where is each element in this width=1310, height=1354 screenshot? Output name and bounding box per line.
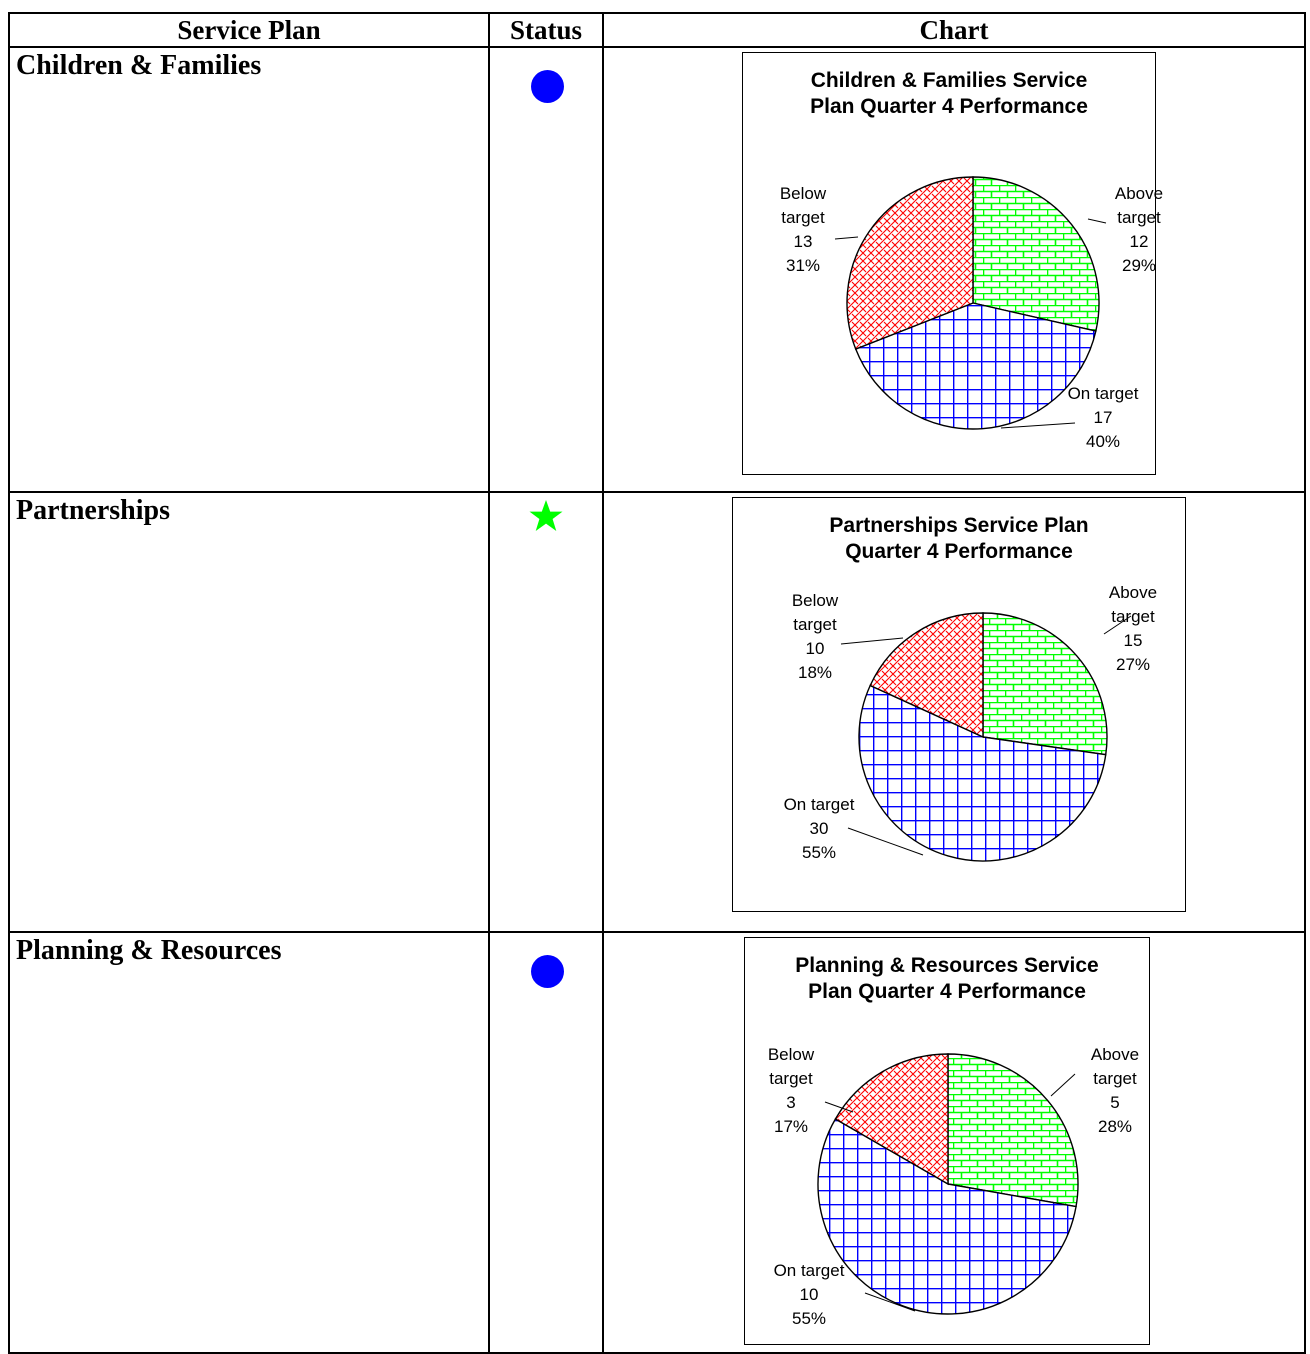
- status-cell: [488, 931, 604, 1354]
- pie-slice: [834, 1053, 949, 1186]
- chart-title: Children & Families Service Plan Quarter …: [810, 69, 1088, 118]
- pie-slice: [947, 1053, 1079, 1208]
- plan-name: Planning & Resources: [16, 935, 282, 966]
- pie-chart-partnerships: Partnerships Service Plan Quarter 4 Perfo…: [732, 497, 1186, 912]
- slice-label: On target 30 55%: [784, 795, 855, 862]
- table-row: Planning & Resources Planning & Resource…: [8, 931, 1306, 1354]
- leader-line: [1087, 218, 1107, 224]
- slice-label: Below target 13 31%: [780, 184, 827, 275]
- star-shape: [529, 500, 563, 531]
- slice-label: On target 17 40%: [1068, 384, 1139, 451]
- chart-title: Partnerships Service Plan Quarter 4 Perfo…: [829, 514, 1088, 563]
- header-service-plan: Service Plan: [8, 12, 490, 48]
- chart-cell: Children & Families Service Plan Quarter …: [602, 46, 1306, 493]
- leader-line: [1000, 422, 1076, 429]
- chart-title: Planning & Resources Service Plan Quarter…: [795, 954, 1098, 1003]
- chart-cell: Planning & Resources Service Plan Quarter…: [602, 931, 1306, 1354]
- leader-line: [840, 637, 904, 645]
- plan-cell: Partnerships: [8, 491, 490, 933]
- pie-chart-svg: Partnerships Service Plan Quarter 4 Perfo…: [784, 514, 1158, 862]
- blue-circle-icon: [531, 955, 564, 988]
- table-row: Children & Families Children & Families …: [8, 46, 1306, 493]
- plan-cell: Planning & Resources: [8, 931, 490, 1354]
- table-row: Partnerships Partnerships Service Plan Qu…: [8, 491, 1306, 933]
- leader-line: [824, 1101, 854, 1113]
- green-star-icon: [529, 500, 563, 531]
- pie-slice: [846, 176, 974, 350]
- leader-line: [864, 1292, 916, 1312]
- leader-line: [847, 827, 924, 856]
- plan-name: Partnerships: [16, 495, 170, 526]
- status-cell: [488, 491, 604, 933]
- pie-chart-svg: Planning & Resources Service Plan Quarter…: [768, 954, 1139, 1328]
- leader-line: [1103, 615, 1132, 635]
- chart-cell: Partnerships Service Plan Quarter 4 Perfo…: [602, 491, 1306, 933]
- pie-chart-svg: Children & Families Service Plan Quarter …: [780, 69, 1163, 451]
- plan-cell: Children & Families: [8, 46, 490, 493]
- pie-chart-children-families: Children & Families Service Plan Quarter …: [742, 52, 1163, 475]
- service-plan-table: Service Plan Status Chart Children & Fam…: [8, 12, 1306, 1354]
- status-cell: [488, 46, 604, 493]
- leader-line: [1050, 1073, 1076, 1097]
- header-status: Status: [488, 12, 604, 48]
- slice-label: Above target 12 29%: [1115, 184, 1163, 275]
- header-chart: Chart: [602, 12, 1306, 48]
- slice-label: Below target 10 18%: [792, 591, 839, 682]
- pie-chart-planning-resources: Planning & Resources Service Plan Quarter…: [744, 937, 1150, 1345]
- slice-label: Below target 3 17%: [768, 1045, 815, 1136]
- pie-slice: [817, 1118, 1077, 1315]
- plan-name: Children & Families: [16, 50, 262, 81]
- blue-circle-icon: [531, 70, 564, 103]
- pie-slice: [858, 684, 1107, 862]
- leader-line: [834, 236, 859, 240]
- pie-slice: [982, 612, 1108, 756]
- slice-label: Above target 5 28%: [1091, 1045, 1139, 1136]
- pie-slice: [972, 176, 1100, 332]
- slice-label: On target 10 55%: [774, 1261, 845, 1328]
- pie-slice: [869, 612, 984, 739]
- pie-slice: [854, 302, 1097, 430]
- slice-label: Above target 15 27%: [1109, 583, 1157, 674]
- header-row: Service Plan Status Chart: [8, 12, 1306, 48]
